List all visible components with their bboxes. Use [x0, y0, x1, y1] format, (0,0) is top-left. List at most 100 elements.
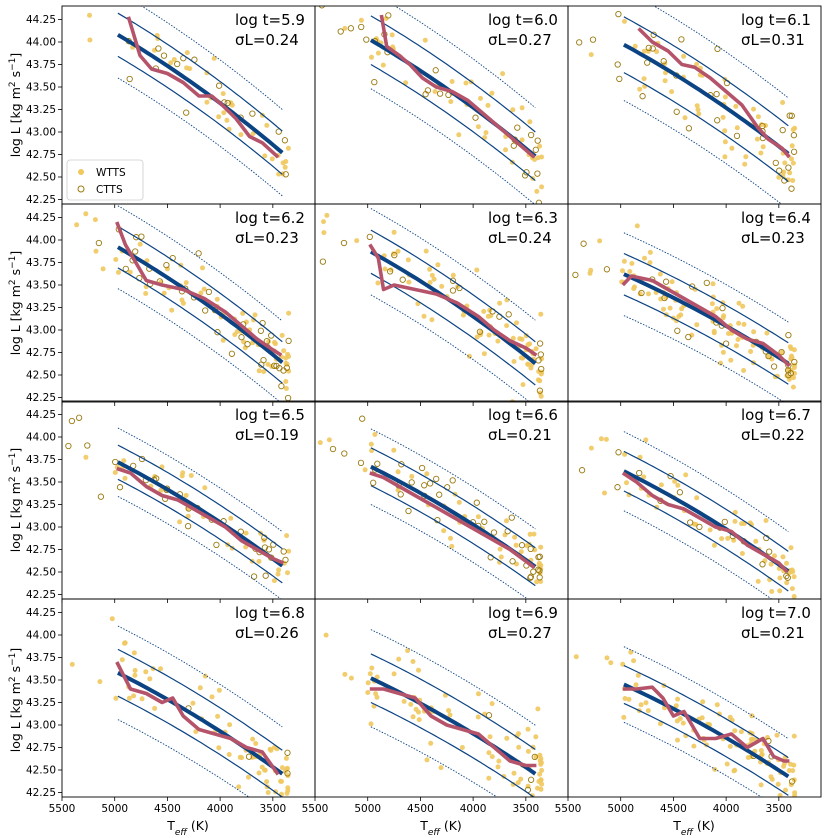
panel-frame [567, 203, 822, 403]
wtts-point [676, 313, 682, 319]
wtts-point [523, 333, 529, 339]
ctts-point [399, 276, 406, 283]
wtts-point [429, 317, 435, 323]
wtts-point [252, 312, 258, 318]
wtts-point [682, 115, 688, 121]
wtts-point [131, 650, 137, 656]
wtts-point [641, 474, 647, 480]
wtts-point [645, 708, 651, 714]
x-tick-label: 4000 [207, 803, 234, 815]
wtts-point [787, 170, 793, 176]
model-fit-line [622, 42, 790, 156]
wtts-point [527, 531, 533, 537]
wtts-point [200, 265, 205, 271]
wtts-point [518, 549, 524, 555]
wtts-point [539, 781, 545, 787]
wtts-point [283, 755, 289, 761]
wtts-point [608, 660, 614, 666]
wtts-point [158, 666, 163, 672]
wtts-point [745, 755, 751, 760]
ctts-point [228, 350, 236, 357]
ctts-point [261, 544, 269, 551]
wtts-point [265, 790, 271, 795]
wtts-point [667, 305, 673, 311]
wtts-point [132, 668, 138, 673]
wtts-point [185, 513, 191, 519]
model-1sigma-line [623, 450, 789, 552]
wtts-point [406, 279, 412, 285]
wtts-point [271, 578, 277, 584]
ctts-point [481, 518, 488, 525]
wtts-point [729, 145, 735, 151]
wtts-point [226, 752, 232, 757]
wtts-point [168, 60, 174, 66]
wtts-point [486, 775, 492, 781]
panel-plot-area [576, 6, 798, 204]
y-tick-label: 42.50 [26, 567, 56, 579]
ctts-point [472, 114, 479, 121]
running-median-line [637, 27, 791, 159]
model-2sigma-line [623, 315, 785, 402]
model-2sigma-line [370, 504, 529, 599]
ctts-point [284, 749, 291, 756]
ctts-point [205, 288, 213, 296]
wtts-point [279, 779, 284, 784]
y-tick-label: 42.75 [26, 347, 56, 359]
wtts-point [749, 713, 755, 719]
wtts-point [119, 657, 125, 663]
wtts-point [184, 65, 190, 71]
wtts-point [538, 761, 544, 767]
wtts-point [588, 445, 594, 451]
ctts-point [285, 337, 292, 345]
wtts-point [789, 586, 795, 592]
model-fit-line [623, 272, 790, 366]
wtts-point [216, 687, 222, 693]
wtts-point [504, 323, 510, 329]
wtts-point [734, 125, 740, 131]
wtts-point [482, 135, 488, 140]
wtts-point [264, 122, 270, 128]
wtts-point [83, 211, 89, 217]
ctts-point [523, 169, 530, 176]
wtts-point [169, 307, 175, 313]
wtts-point [122, 475, 128, 481]
wtts-point [753, 538, 759, 544]
ctts-point [385, 12, 392, 19]
wtts-point [755, 114, 761, 120]
wtts-point [789, 156, 794, 162]
wtts-point [228, 515, 234, 521]
ctts-point [449, 477, 456, 484]
ctts-point [485, 712, 493, 719]
ctts-point [788, 778, 796, 785]
wtts-point [637, 86, 643, 92]
model-2sigma-line [394, 6, 536, 109]
wtts-point [781, 169, 787, 175]
wtts-point [781, 763, 787, 769]
panel-3: log t=6.1 σL=0.31 [567, 5, 822, 208]
wtts-point [791, 574, 797, 580]
wtts-point [439, 283, 445, 289]
wtts-point [481, 351, 487, 357]
wtts-point [626, 696, 632, 702]
ctts-point [527, 574, 534, 581]
wtts-point [358, 17, 364, 23]
ctts-point [68, 417, 76, 425]
wtts-point [710, 281, 716, 287]
wtts-point [405, 648, 411, 654]
wtts-point [734, 343, 739, 349]
ctts-point [527, 776, 535, 783]
wtts-point [621, 714, 627, 720]
wtts-point [748, 736, 754, 742]
wtts-point [720, 349, 726, 355]
legend-wtts-marker [78, 169, 84, 175]
wtts-point [396, 656, 402, 662]
panel-12: 5500 5000 4500 4000 3500 log t=7.0 σL=0.21 [555, 598, 822, 815]
wtts-point [116, 269, 121, 275]
model-2sigma-line [623, 646, 789, 740]
wtts-point [413, 706, 419, 712]
wtts-point [535, 155, 541, 161]
wtts-point [519, 105, 525, 111]
wtts-point [180, 300, 186, 306]
wtts-point [742, 161, 748, 167]
running-median-line [369, 687, 537, 768]
